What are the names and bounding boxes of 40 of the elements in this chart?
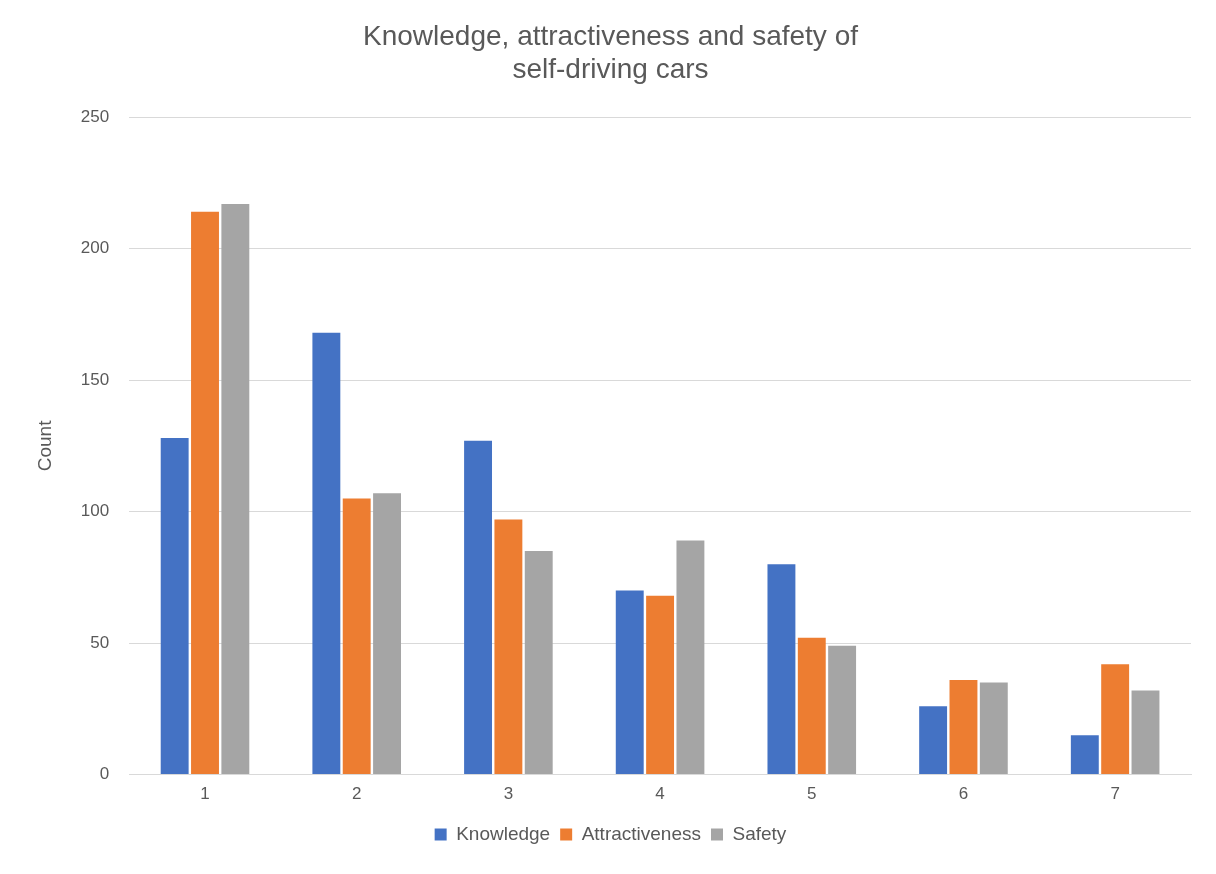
- bar: [979, 682, 1008, 775]
- bar: [342, 498, 371, 775]
- x-tick-label: 4: [655, 784, 665, 804]
- x-tick-label: 7: [1110, 784, 1120, 804]
- bar: [373, 493, 401, 775]
- y-tick-label: 0: [99, 764, 110, 784]
- y-tick-label: 200: [80, 238, 110, 258]
- legend-label: Attractiveness: [581, 822, 701, 844]
- bar: [191, 211, 219, 775]
- bar: [494, 519, 523, 775]
- bar: [1070, 735, 1099, 775]
- bar: [615, 590, 644, 775]
- x-tick-label: 3: [503, 784, 514, 804]
- y-tick-label: 50: [90, 632, 110, 652]
- bar: [1101, 664, 1130, 775]
- text: Knowledge, attractiveness and safety of: [363, 19, 858, 51]
- y-axis-title: Count: [33, 419, 55, 472]
- bar: [646, 595, 675, 775]
- y-tick-label: 150: [80, 369, 110, 389]
- legend-label: Knowledge: [456, 822, 551, 844]
- y-tick-label: 250: [80, 106, 110, 126]
- bar: [919, 706, 948, 775]
- bar: [524, 551, 553, 775]
- y-tick-label: 100: [80, 501, 110, 521]
- x-tick-label: 1: [200, 784, 210, 804]
- bar: [464, 440, 493, 775]
- x-tick-label: 6: [958, 784, 969, 804]
- bar: [1131, 690, 1160, 775]
- x-tick-label: 5: [807, 784, 817, 804]
- bar: [797, 637, 826, 775]
- bar: [767, 564, 796, 775]
- bar: [676, 540, 705, 775]
- text: self-driving cars: [512, 53, 709, 85]
- x-tick-label: 2: [351, 784, 362, 804]
- bar: [828, 645, 857, 775]
- bar: [160, 438, 189, 775]
- legend-label: Safety: [732, 822, 787, 844]
- bar: [312, 332, 341, 775]
- bar: [221, 203, 250, 775]
- bar: [949, 679, 978, 775]
